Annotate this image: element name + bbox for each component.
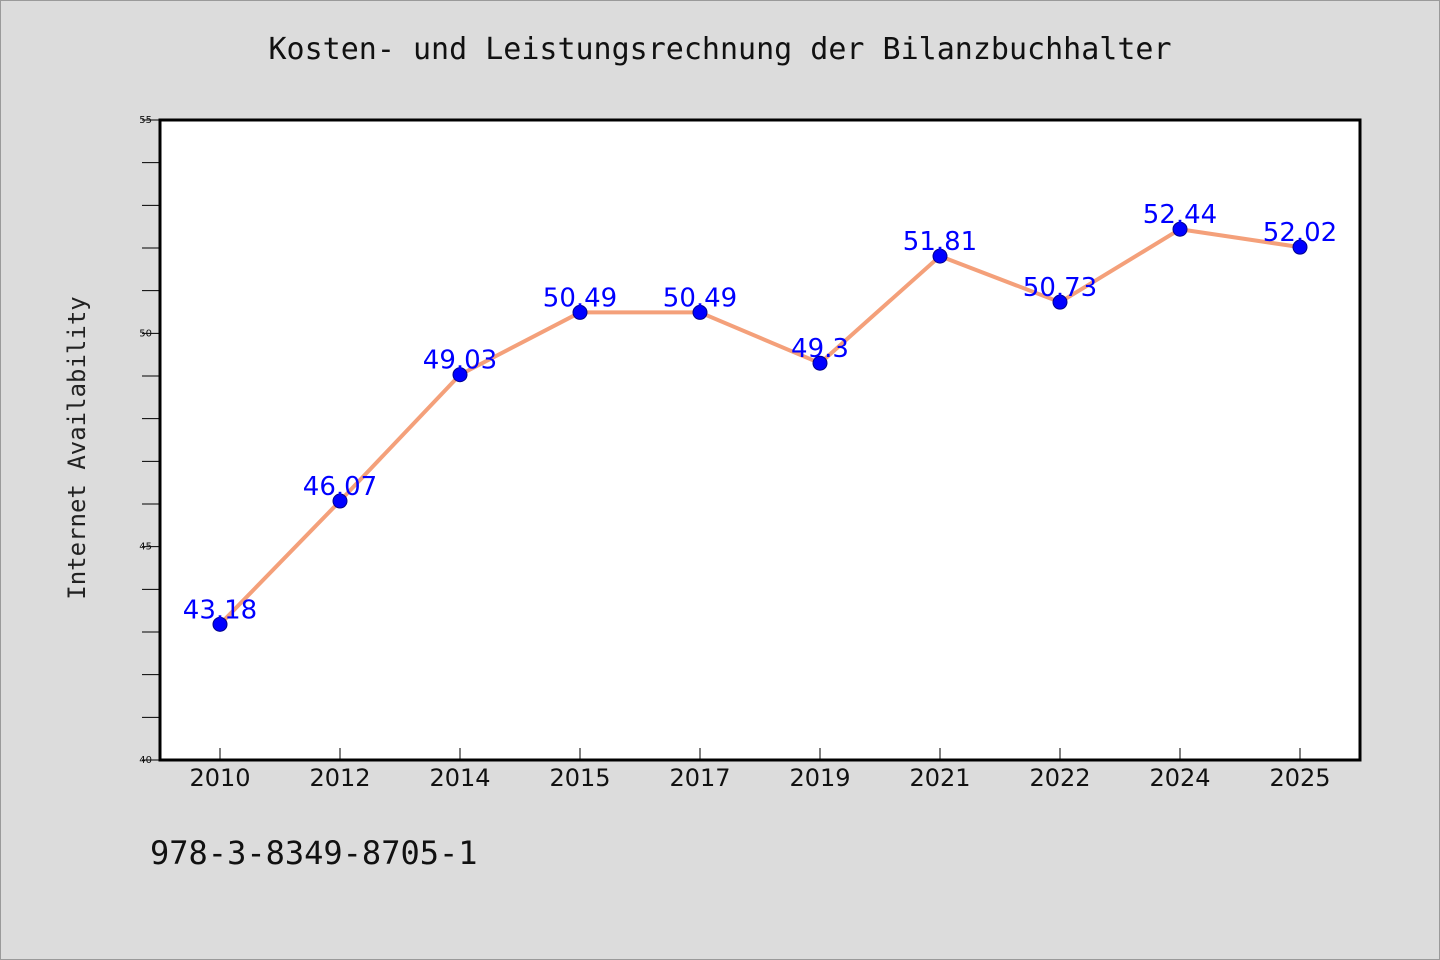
data-label: 50.49	[543, 283, 617, 313]
plot-area	[158, 118, 1362, 762]
data-label: 52.02	[1263, 218, 1337, 248]
x-tick-label: 2019	[789, 764, 850, 792]
data-label: 51.81	[903, 227, 977, 257]
x-tick-label: 2010	[189, 764, 250, 792]
x-tick-label: 2025	[1269, 764, 1330, 792]
data-point	[452, 367, 468, 383]
data-label: 50.73	[1023, 273, 1097, 303]
x-axis: 2010 2012 2014 2015 2017 2019 2021 2022 2024 2025	[189, 748, 1331, 792]
data-label: 46.07	[303, 472, 377, 502]
data-point	[692, 304, 708, 320]
x-tick-label: 2014	[429, 764, 490, 792]
y-tick-label: 45	[139, 542, 152, 553]
data-point	[332, 493, 348, 509]
chart-title: Kosten- und Leistungsrechnung der Bilanz…	[268, 32, 1172, 67]
y-axis: 40 45 50 55	[139, 115, 160, 766]
data-point	[212, 616, 228, 632]
x-tick-label: 2024	[1149, 764, 1210, 792]
y-tick-label: 40	[139, 755, 152, 766]
data-label: 49.03	[423, 346, 497, 376]
x-tick-label: 2021	[909, 764, 970, 792]
data-label: 43.18	[183, 595, 257, 625]
x-tick-label: 2017	[669, 764, 730, 792]
data-point	[1292, 239, 1308, 255]
data-point	[812, 355, 828, 371]
y-tick-label: 50	[139, 328, 152, 339]
data-label: 49.3	[791, 334, 849, 364]
data-point	[572, 304, 588, 320]
x-tick-label: 2012	[309, 764, 370, 792]
data-label: 50.49	[663, 283, 737, 313]
data-point	[1052, 294, 1068, 310]
x-tick-label: 2022	[1029, 764, 1090, 792]
data-point	[932, 248, 948, 264]
y-tick-label: 55	[139, 115, 152, 126]
data-point	[1172, 221, 1188, 237]
x-tick-label: 2015	[549, 764, 610, 792]
data-labels: 43.18 46.07 49.03 50.49 50.49 49.3 51.81 50.73 5…	[183, 200, 1337, 625]
series-line	[218, 227, 1301, 626]
data-label: 52.44	[1143, 200, 1217, 230]
isbn-text: 978-3-8349-8705-1	[150, 834, 478, 872]
data-points	[212, 221, 1308, 632]
